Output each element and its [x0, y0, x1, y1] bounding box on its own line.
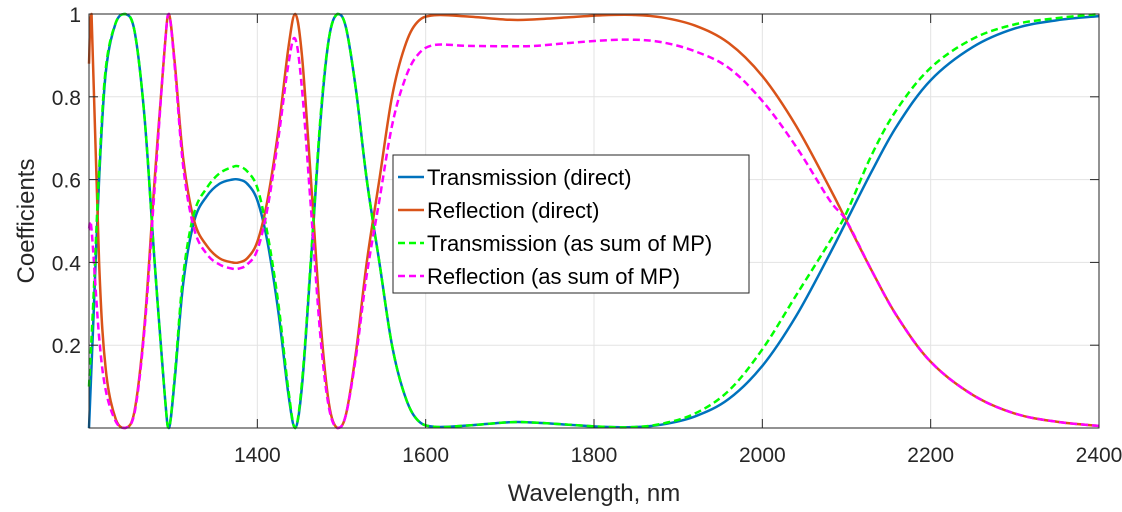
legend-entry-transmission-mp: Transmission (as sum of MP): [398, 231, 712, 256]
legend-label-transmission-mp: Transmission (as sum of MP): [427, 231, 712, 256]
legend-label-transmission-direct: Transmission (direct): [427, 165, 632, 190]
legend-entry-transmission-direct: Transmission (direct): [398, 165, 632, 190]
x-tick-label: 2200: [907, 444, 954, 467]
x-tick-label: 2400: [1076, 444, 1122, 467]
y-axis-label: Coefficients: [13, 159, 40, 284]
axis-ticks: [89, 13, 1100, 428]
legend-label-reflection-mp: Reflection (as sum of MP): [427, 264, 680, 289]
y-tick-label: 0.2: [52, 335, 81, 358]
y-tick-label: 0.8: [52, 87, 81, 110]
legend-box: [392, 154, 750, 294]
legend-label-reflection-direct: Reflection (direct): [427, 198, 599, 223]
legend-entry-reflection-mp: Reflection (as sum of MP): [398, 264, 680, 289]
series-line-transmission-mp: [87, 12, 1100, 430]
x-tick-labels: 1400 1600 1800 2000 2200 2400: [234, 444, 1122, 467]
legend-entry-reflection-direct: Reflection (direct): [398, 198, 599, 223]
y-tick-label: 0.6: [52, 170, 81, 193]
plot-lines: [87, 12, 1100, 430]
y-tick-label: 1: [69, 4, 81, 27]
legend: Transmission (direct) Reflection (direct…: [392, 154, 750, 294]
x-tick-label: 2000: [739, 444, 786, 467]
y-tick-labels: 0.2 0.4 0.6 0.8 1: [52, 4, 82, 358]
x-tick-label: 1800: [571, 444, 618, 467]
x-axis-label: Wavelength, nm: [508, 480, 681, 507]
x-tick-label: 1400: [234, 444, 281, 467]
y-tick-label: 0.4: [52, 252, 82, 275]
x-tick-label: 1600: [402, 444, 449, 467]
